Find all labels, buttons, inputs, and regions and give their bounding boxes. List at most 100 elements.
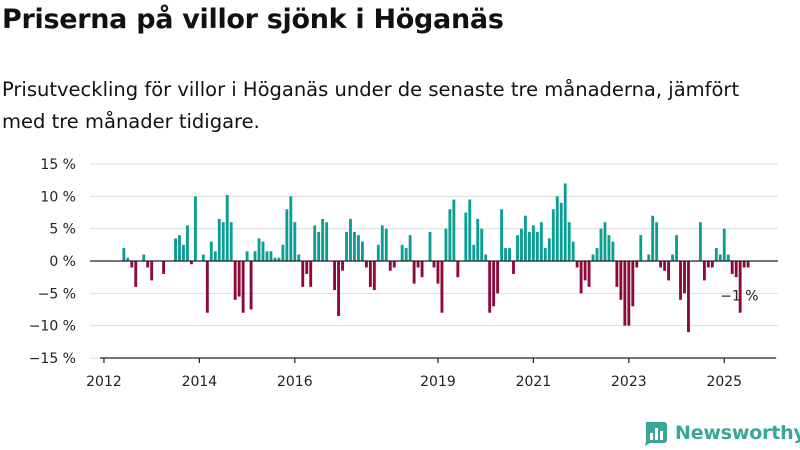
bar-negative (368, 261, 372, 287)
bar-positive (281, 244, 285, 261)
bar-positive (500, 209, 504, 261)
bar-negative (575, 261, 579, 268)
bar-positive (209, 241, 213, 261)
bar-positive (559, 202, 563, 261)
bar-negative (734, 261, 738, 278)
bar-positive (357, 235, 360, 261)
bar-positive (182, 244, 185, 261)
bar-negative (146, 261, 150, 268)
bar-positive (539, 222, 543, 261)
bar-negative (412, 261, 416, 284)
bar-positive (547, 238, 551, 261)
bar-positive (313, 225, 317, 261)
bar-negative (241, 261, 245, 313)
bar-positive (277, 257, 281, 261)
bar-positive (595, 248, 599, 261)
y-axis-tick-labels: −15 % −10 % −5 % 0 % 5 % 10 % 15 % (29, 157, 76, 367)
bar-positive (726, 254, 730, 261)
bar-negative (364, 261, 368, 268)
bar-positive (468, 199, 472, 261)
bar-negative (233, 261, 237, 300)
bar-positive (524, 215, 527, 261)
bar-negative (679, 261, 682, 300)
bar-positive (555, 196, 559, 261)
bar-positive (527, 231, 531, 261)
y-tick-label: 15 % (40, 157, 76, 173)
bar-negative (249, 261, 253, 310)
bar-positive (376, 244, 380, 261)
x-tick-label: 2023 (611, 374, 647, 390)
bar-positive (647, 254, 651, 261)
bar-negative (730, 261, 734, 274)
bar-negative (659, 261, 663, 268)
bar-negative (635, 261, 639, 268)
y-tick-label: 0 % (49, 254, 76, 270)
bar-negative (190, 261, 193, 265)
bar-negative (150, 261, 154, 281)
y-tick-label: −5 % (38, 286, 76, 302)
x-axis: 2012 2014 2016 2019 2021 2023 2025 (86, 357, 776, 390)
bar-positive (428, 231, 432, 261)
chart-title: Priserna på villor sjönk i Höganäs (2, 4, 504, 35)
bar-positive (225, 195, 229, 261)
brand-logo[interactable]: Newsworthy (643, 418, 800, 448)
x-tick-label: 2014 (182, 374, 218, 390)
bar-negative (420, 261, 424, 278)
x-tick-label: 2025 (706, 374, 742, 390)
bar-positive (345, 231, 348, 261)
bar-negative (496, 261, 500, 294)
bar-negative (134, 261, 138, 287)
bar-positive (360, 241, 364, 261)
bar-chart-icon (645, 422, 667, 446)
bar-negative (388, 261, 392, 271)
bar-positive (186, 225, 189, 261)
bar-positive (349, 218, 352, 261)
bar-negative (416, 261, 420, 268)
bar-negative (333, 261, 337, 291)
bar-negative (667, 261, 671, 281)
bar-negative (587, 261, 591, 287)
bar-positive (563, 183, 567, 261)
bar-positive (245, 251, 249, 261)
bar-positive (325, 222, 329, 261)
bar-positive (472, 244, 476, 261)
bar-negative (436, 261, 440, 284)
y-tick-label: −15 % (29, 351, 76, 367)
bar-positive (655, 222, 659, 261)
bar-positive (599, 228, 603, 261)
bar-negative (738, 261, 742, 313)
bar-positive (714, 248, 718, 261)
bar-positive (571, 241, 575, 261)
bar-positive (213, 251, 217, 261)
bar-negative (746, 261, 750, 268)
bar-negative (301, 261, 305, 287)
bar-negative (488, 261, 492, 313)
bar-positive (400, 244, 404, 261)
bar-positive (516, 235, 519, 261)
bar-negative (162, 261, 166, 274)
bar-positive (261, 241, 265, 261)
bar-negative (305, 261, 309, 274)
bar-negative (205, 261, 209, 313)
bar-negative (710, 261, 714, 268)
bar-positive (480, 228, 484, 261)
bar-positive (253, 251, 257, 261)
bar-positive (201, 254, 205, 261)
bar-negative (440, 261, 444, 313)
bar-negative (372, 261, 376, 291)
last-value-annotation: −1 % (720, 288, 758, 304)
x-tick-label: 2016 (277, 374, 313, 390)
bar-negative (492, 261, 496, 307)
bar-negative (631, 261, 635, 307)
bar-positive (384, 228, 388, 261)
x-tick-label: 2012 (86, 374, 122, 390)
bar-positive (293, 222, 297, 261)
bar-negative (702, 261, 706, 281)
brand-name: Newsworthy (675, 422, 800, 444)
bar-positive (404, 248, 408, 261)
bar-positive (285, 209, 289, 261)
bar-positive (122, 248, 126, 261)
bar-negative (619, 261, 623, 300)
bar-negative (341, 261, 344, 271)
